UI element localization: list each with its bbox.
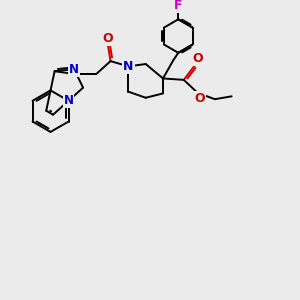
Text: O: O [193,52,203,65]
Text: O: O [102,32,113,45]
Text: N: N [69,63,79,76]
Text: N: N [123,60,134,73]
Text: N: N [64,94,74,107]
Text: F: F [174,0,182,12]
Text: O: O [194,92,205,104]
